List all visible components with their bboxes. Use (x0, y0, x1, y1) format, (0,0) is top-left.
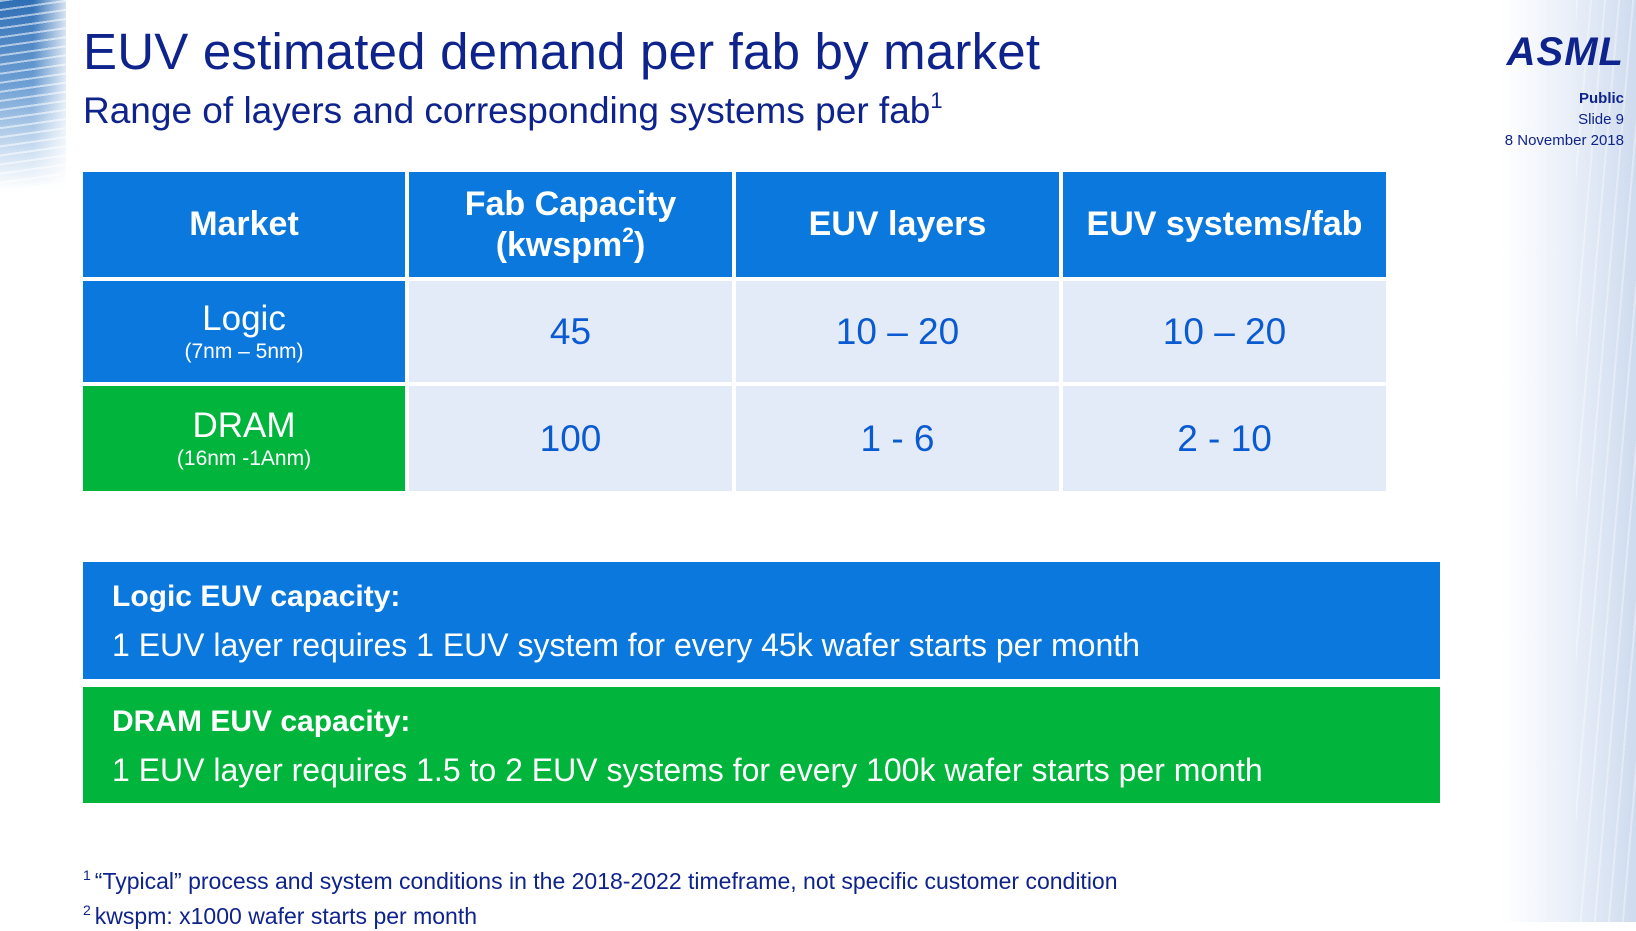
logic-euv-systems: 10 – 20 (1063, 281, 1386, 382)
market-name: Logic (202, 298, 286, 338)
footnotes: 1 “Typical” process and system conditions… (83, 861, 1118, 931)
footnote-number: 2 (83, 902, 91, 918)
row-dram-market: DRAM (16nm -1Anm) (83, 386, 405, 491)
market-node: (16nm -1Anm) (176, 446, 312, 470)
capacity-unit-close: ) (633, 225, 646, 264)
market-name: DRAM (192, 405, 296, 445)
header-market: Market (83, 172, 405, 277)
dram-euv-layers: 1 - 6 (736, 386, 1059, 491)
header-fab-capacity-label: Fab Capacity (464, 184, 677, 223)
dram-euv-systems: 2 - 10 (1063, 386, 1386, 491)
logic-euv-layers: 10 – 20 (736, 281, 1059, 382)
slide-subtitle: Range of layers and corresponding system… (83, 88, 943, 132)
footnote-text: kwspm: x1000 wafer starts per month (94, 903, 478, 929)
dram-capacity-text: 1 EUV layer requires 1.5 to 2 EUV system… (112, 752, 1263, 788)
capacity-unit-text: (kwspm (495, 225, 623, 264)
background-decoration-right (1486, 0, 1636, 922)
logic-capacity-box: Logic EUV capacity: 1 EUV layer requires… (83, 562, 1440, 679)
logic-fab-capacity: 45 (409, 281, 732, 382)
capacity-unit-footnote-ref: 2 (622, 223, 634, 247)
market-node: (7nm – 5nm) (184, 339, 304, 363)
classification-label: Public (1578, 90, 1624, 107)
logic-capacity-title: Logic EUV capacity: (112, 580, 401, 613)
header-euv-systems: EUV systems/fab (1063, 172, 1386, 277)
slide-title: EUV estimated demand per fab by market (83, 23, 1041, 80)
footnote-number: 1 (83, 867, 91, 883)
dram-capacity-title: DRAM EUV capacity: (112, 705, 411, 738)
footnote-1: 1 “Typical” process and system conditions… (83, 861, 1118, 896)
slide-date: 8 November 2018 (1504, 132, 1624, 149)
background-decoration-left (0, 0, 66, 190)
slide-number: Slide 9 (1578, 111, 1624, 128)
header-fab-capacity: Fab Capacity (kwspm2) (409, 172, 732, 277)
subtitle-text: Range of layers and corresponding system… (83, 90, 931, 131)
row-logic-market: Logic (7nm – 5nm) (83, 281, 405, 382)
background-decoration-right-stripes (1576, 0, 1636, 922)
dram-fab-capacity: 100 (409, 386, 732, 491)
subtitle-footnote-ref: 1 (930, 88, 943, 113)
euv-demand-table: Market Fab Capacity (kwspm2) EUV layers … (83, 172, 1386, 491)
footnote-text: “Typical” process and system conditions … (94, 868, 1118, 894)
header-fab-capacity-unit: (kwspm2) (465, 225, 677, 266)
asml-logo: ASML (1506, 30, 1624, 74)
logic-capacity-text: 1 EUV layer requires 1 EUV system for ev… (112, 627, 1140, 663)
dram-capacity-box: DRAM EUV capacity: 1 EUV layer requires … (83, 687, 1440, 803)
footnote-2: 2 kwspm: x1000 wafer starts per month (83, 896, 1118, 931)
header-euv-layers: EUV layers (736, 172, 1059, 277)
slide-meta: Public Slide 9 8 November 2018 (1505, 88, 1624, 151)
